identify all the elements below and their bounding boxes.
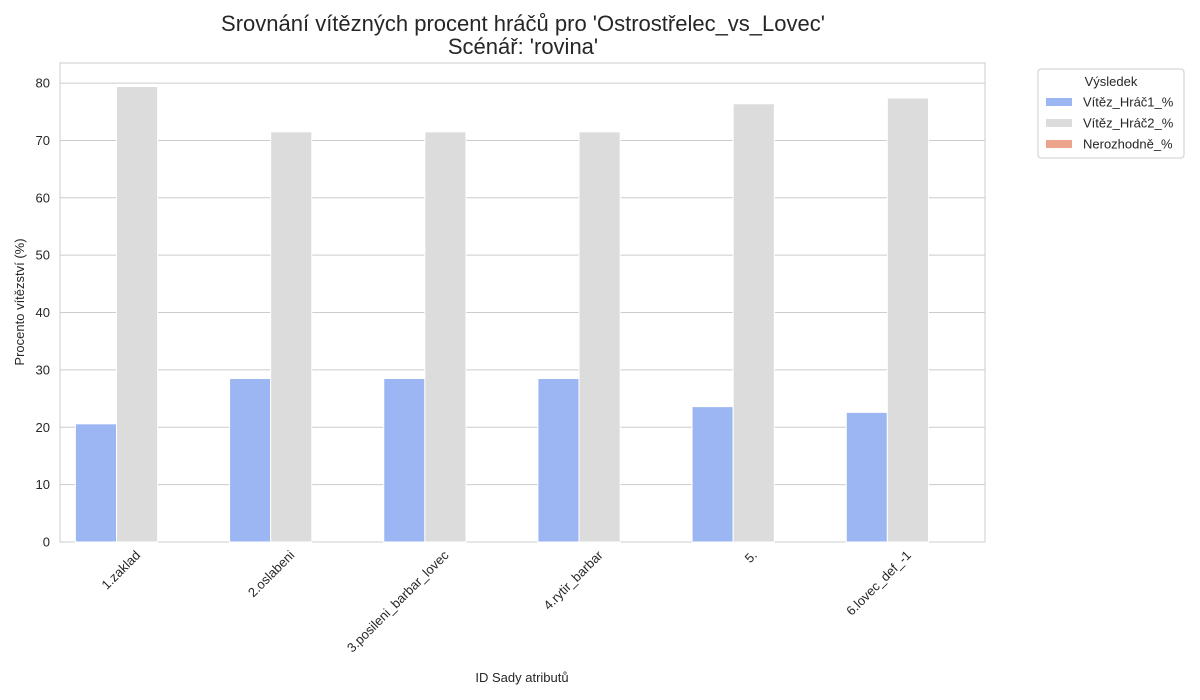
bar: [116, 86, 159, 543]
x-tick-label: 1.zaklad: [98, 548, 143, 593]
legend-swatch: [1046, 119, 1072, 127]
legend: Výsledek Vítěz_Hráč1_% Vítěz_Hráč2_% Neroz…: [1037, 68, 1185, 159]
chart-title: Srovnání vítězných procent hráčů pro 'Os…: [221, 11, 825, 36]
plot-frame: [59, 62, 986, 543]
x-tick-label: 4.rytir_barbar: [540, 547, 606, 613]
bar: [383, 378, 426, 543]
y-tick-label: 20: [36, 420, 50, 435]
x-tick-label: 6.lovec_def_-1: [843, 548, 914, 619]
bar: [424, 131, 467, 543]
bar: [845, 411, 888, 543]
legend-frame: [1037, 68, 1185, 159]
bar: [886, 97, 929, 543]
legend-entry: Vítěz_Hráč1_%: [1083, 95, 1174, 110]
y-tick-label: 30: [36, 362, 50, 377]
y-tick-label: 80: [36, 76, 50, 91]
legend-swatch: [1046, 140, 1072, 148]
x-tick-label: 3.posileni_barbar_lovec: [344, 547, 452, 655]
x-tick-label: 5.: [742, 548, 760, 566]
bar: [691, 406, 734, 543]
legend-title: Výsledek: [1085, 74, 1138, 89]
legend-entry: Vítěz_Hráč2_%: [1083, 116, 1174, 131]
x-axis-label: ID Sady atributů: [475, 670, 568, 685]
y-tick-label: 60: [36, 190, 50, 205]
bar: [732, 103, 775, 543]
bar: [537, 378, 580, 543]
bar: [270, 131, 313, 543]
y-tick-label: 0: [43, 535, 50, 550]
bar: [578, 131, 621, 543]
bar: [74, 423, 118, 543]
plot-area: 0 10 20 30 40 50 60 70 80 1.zaklad 2.oslabeni 3.pos…: [36, 62, 986, 655]
y-tick-label: 50: [36, 248, 50, 263]
legend-entry: Nerozhodně_%: [1083, 137, 1173, 152]
y-tick-label: 70: [36, 133, 50, 148]
y-axis-label: Procento vítězství (%): [12, 238, 27, 365]
x-tick-label: 2.oslabeni: [245, 547, 298, 600]
chart-subtitle: Scénář: 'rovina': [448, 34, 598, 59]
legend-swatch: [1046, 98, 1072, 106]
y-tick-label: 10: [36, 477, 50, 492]
bar: [229, 378, 272, 543]
y-tick-label: 40: [36, 305, 50, 320]
